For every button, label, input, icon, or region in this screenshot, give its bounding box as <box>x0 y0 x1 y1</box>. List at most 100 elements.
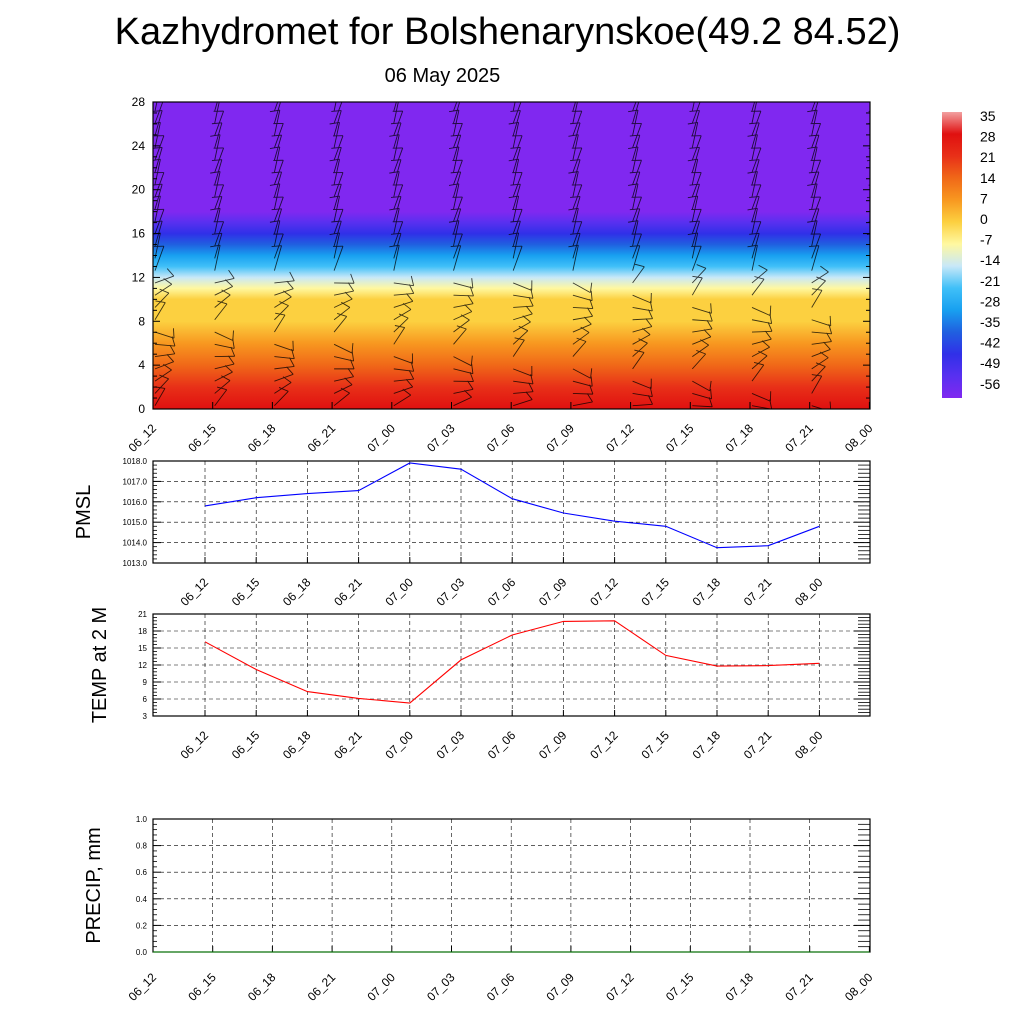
wind-barb-feather <box>390 196 402 198</box>
wind-barb <box>691 353 707 370</box>
wind-barb <box>214 331 234 341</box>
wind-barb <box>871 292 883 308</box>
wind-barb-feather <box>470 355 473 366</box>
wind-barb-feather <box>450 134 461 137</box>
wind-barb <box>154 159 161 185</box>
heatmap-xtick-label: 07_03 <box>424 421 458 455</box>
wind-barb <box>751 245 758 271</box>
wind-barb-feather <box>408 369 415 380</box>
wind-barb-feather <box>570 86 580 87</box>
wind-barb <box>572 294 593 302</box>
wind-barb-feather <box>391 86 401 87</box>
xtick-label: 06_18 <box>245 970 279 1004</box>
wind-barb <box>333 392 350 407</box>
wind-barb <box>572 196 581 222</box>
ytick-label: 0.0 <box>136 948 148 957</box>
wind-barb <box>751 221 762 247</box>
wind-barb <box>512 184 521 210</box>
wind-barb <box>273 171 282 198</box>
wind-barb-feather <box>823 341 831 350</box>
wind-barb <box>154 184 163 210</box>
wind-barb <box>273 183 281 210</box>
ytick-label: 0.2 <box>136 921 148 930</box>
wind-barb <box>811 349 831 358</box>
wind-barb-feather <box>525 391 533 400</box>
wind-barb-feather <box>337 313 347 317</box>
wind-barb <box>632 318 653 321</box>
wind-barb <box>572 134 579 161</box>
wind-barb <box>154 110 163 136</box>
wind-barb-feather <box>390 159 402 162</box>
wind-barb <box>871 173 880 197</box>
ytick-label: 0.4 <box>136 895 148 904</box>
wind-barb <box>513 305 534 308</box>
wind-barb-feather <box>634 349 645 353</box>
wind-barb <box>393 386 413 394</box>
wind-barb <box>453 245 462 271</box>
wind-barb-feather <box>456 325 467 330</box>
colorbar-legend: 35 28 21 14 7 0 -7 -14 -21 -28 -35 -42 -49 -56 <box>942 108 1000 398</box>
wind-barb <box>274 391 289 407</box>
heatmap-xtick-label: 07_15 <box>663 421 697 455</box>
wind-barb-feather <box>749 232 760 235</box>
heatmap-xtick-label: 08_00 <box>842 421 876 455</box>
wind-barb-feather <box>647 395 653 405</box>
wind-barb <box>333 159 340 185</box>
wind-barb <box>512 321 531 333</box>
wind-barb <box>393 147 404 173</box>
wind-barb <box>513 380 534 385</box>
wind-barb-feather <box>629 208 640 211</box>
wind-barb <box>453 171 462 198</box>
wind-barb <box>273 208 282 234</box>
wind-barb <box>572 392 593 395</box>
wind-barb <box>871 233 876 258</box>
wind-barb-feather <box>645 318 653 327</box>
wind-barb <box>632 110 639 136</box>
ytick-label: 1015.0 <box>123 518 148 527</box>
wind-barb <box>333 102 343 124</box>
wind-barb <box>632 326 652 333</box>
wind-barb-feather <box>706 320 713 330</box>
heatmap-xtick-label: 07_21 <box>782 421 816 455</box>
xtick-label: 07_03 <box>434 728 468 762</box>
wind-barb-feather <box>570 196 581 198</box>
wind-barb <box>154 353 175 358</box>
wind-barb <box>393 122 402 148</box>
xtick-label: 06_12 <box>178 575 212 609</box>
wind-barb <box>691 147 700 173</box>
heatmap-ytick-label: 8 <box>138 314 145 328</box>
wind-barb-feather <box>471 278 474 289</box>
wind-barb <box>871 196 876 221</box>
wind-barb <box>273 196 284 222</box>
wind-barb <box>751 393 771 402</box>
wind-barb <box>632 342 648 357</box>
wind-barb <box>453 160 463 185</box>
wind-barb <box>512 220 521 247</box>
wind-barb-feather <box>153 146 163 149</box>
wind-barb <box>512 246 523 271</box>
ytick-label: 6 <box>143 695 148 704</box>
colorbar-label: -21 <box>980 273 1000 289</box>
wind-barb <box>453 303 474 308</box>
precip-chart: 0.0 0.2 0.4 0.6 0.8 1.0 06_12 06_15 06_18 06_21 07… <box>83 815 876 1004</box>
wind-barbs <box>153 86 883 409</box>
wind-barb <box>393 159 402 185</box>
wind-barb-feather <box>210 98 220 100</box>
colorbar-label: 28 <box>980 129 996 145</box>
wind-barb <box>453 102 458 112</box>
wind-barb <box>632 334 651 345</box>
wind-barb-feather <box>272 98 282 99</box>
wind-barb <box>512 102 522 124</box>
wind-barb-feather <box>344 291 353 300</box>
wind-barb <box>513 294 534 299</box>
wind-barb <box>512 110 521 136</box>
wind-barb-feather <box>528 382 534 392</box>
wind-barb-feather <box>350 359 355 370</box>
wind-barb <box>214 102 218 112</box>
wind-barb-feather <box>528 296 534 307</box>
wind-barb-feather <box>826 332 832 342</box>
wind-barb <box>871 86 876 111</box>
wind-barb <box>871 209 880 233</box>
wind-barb <box>691 195 699 222</box>
wind-barb <box>333 376 354 382</box>
